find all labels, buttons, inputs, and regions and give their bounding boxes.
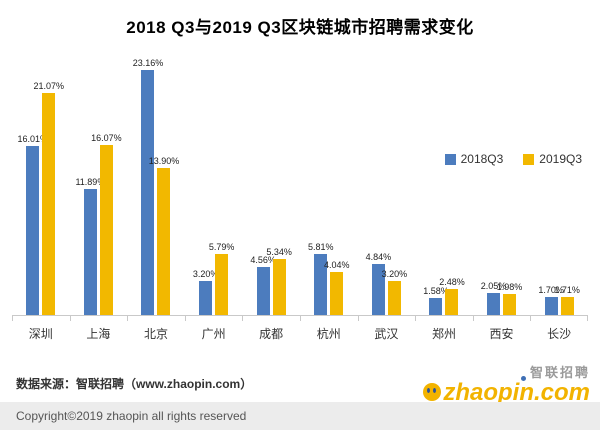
legend-label-2018q3: 2018Q3 (460, 152, 504, 166)
bar-group: 2.05% 1.98% (473, 50, 531, 315)
bar-value-label: 1.58% (423, 286, 449, 296)
bar-2018Q3: 16.01% (18, 134, 48, 315)
x-axis-label: 长沙 (547, 327, 572, 341)
bar-value-label: 3.20% (381, 269, 408, 279)
bar-2019Q3: 4.04% (324, 260, 350, 315)
bar-2019Q3: 5.34% (266, 247, 292, 315)
x-axis-label: 上海 (86, 327, 111, 341)
bar-2019Q3: 16.07% (91, 133, 122, 315)
zhaopin-ball-icon (423, 383, 442, 402)
bar-2019Q3: 2.48% (439, 277, 465, 315)
axis-tick (242, 315, 244, 321)
watermark-brand-cn: 智联招聘 (529, 365, 590, 381)
bar-group: 4.84% 3.20% (358, 50, 416, 315)
bar-group: 4.56% 5.34% (242, 50, 300, 315)
bar-groups: 16.01% 21.07% 11.89% 16.07% 23.16% 13.90% 3.20… (12, 50, 588, 315)
watermark-brand-en: zhaopin.com (423, 380, 590, 405)
copyright-bar: Copyright©2019 zhaopin all rights reserv… (0, 402, 600, 430)
legend-item-2018q3: 2018Q3 (444, 152, 504, 166)
legend-label-2019q3: 2019Q3 (539, 152, 582, 166)
axis-tick (472, 315, 474, 321)
x-axis-label: 北京 (143, 327, 168, 341)
bar-2019Q3: 5.79% (209, 242, 234, 315)
bar-2019Q3: 13.90% (149, 156, 179, 315)
bar-value-label: 5.34% (266, 247, 292, 257)
watermark-brand-en-text: zhaopin.com (443, 378, 590, 406)
bar-value-label: 2.05% (480, 281, 507, 291)
plot-area: 16.01% 21.07% 11.89% 16.07% 23.16% 13.90% 3.20… (12, 50, 588, 321)
bar-2018Q3: 1.58% (423, 286, 449, 315)
bar-value-label: 4.84% (365, 252, 392, 262)
watermark-dot-icon (521, 376, 526, 382)
bar-2018Q3: 23.16% (133, 58, 163, 315)
legend-item-2019q3: 2019Q3 (523, 152, 582, 166)
x-axis-label: 西安 (489, 327, 514, 341)
bar-2019Q3: 1.98% (497, 282, 522, 315)
bar-value-label: 13.90% (148, 156, 180, 166)
x-axis-label: 深圳 (28, 327, 53, 341)
legend-swatch-2018q3 (444, 153, 456, 165)
page-title: 2018 Q3与2019 Q3区块链城市招聘需求变化 (126, 18, 474, 37)
bar-value-label: 1.98% (496, 282, 523, 292)
x-axis-label: 杭州 (316, 327, 341, 341)
axis-tick (357, 315, 359, 321)
axis-tick (12, 315, 13, 321)
axis-tick (530, 315, 532, 321)
bar-group: 16.01% 21.07% (12, 50, 70, 315)
bar-value-label: 16.01% (17, 134, 49, 144)
bar-2018Q3: 11.89% (75, 177, 105, 315)
axis-tick (300, 315, 301, 321)
bar-2018Q3: 4.56% (250, 255, 276, 315)
bar-value-label: 5.79% (208, 242, 235, 252)
bar-2018Q3: 3.20% (193, 269, 218, 315)
legend: 2018Q3 2019Q3 (440, 150, 586, 168)
bar-chart: 16.01% 21.07% 11.89% 16.07% 23.16% 13.90% 3.20… (12, 50, 588, 342)
bar-2019Q3: 1.71% (554, 285, 580, 315)
data-source-note: 数据来源：智联招聘（www.zhaopin.com） (16, 377, 253, 391)
bar-value-label: 5.81% (308, 242, 334, 252)
x-axis-label: 广州 (201, 327, 226, 341)
bar-value-label: 4.56% (250, 255, 276, 265)
bar-value-label: 23.16% (132, 58, 164, 68)
bar-value-label: 21.07% (33, 81, 65, 91)
bar-value-label: 3.20% (192, 269, 219, 279)
x-axis-label: 武汉 (374, 327, 399, 341)
bar-value-label: 4.04% (324, 260, 350, 270)
bar-group: 1.70% 1.71% (530, 50, 588, 315)
bar-2019Q3: 3.20% (382, 269, 407, 315)
bar-2018Q3: 4.84% (366, 252, 391, 315)
axis-tick (127, 315, 129, 321)
axis-tick (415, 315, 417, 321)
bar-group: 23.16% 13.90% (127, 50, 185, 315)
bar-value-label: 16.07% (91, 133, 122, 143)
bar-2018Q3: 5.81% (308, 242, 334, 315)
bar-value-label: 1.70% (538, 285, 564, 295)
bar-group: 11.89% 16.07% (70, 50, 128, 315)
zhaopin-watermark: 智联招聘 zhaopin.com (423, 366, 590, 405)
bar-value-label: 2.48% (439, 277, 465, 287)
bar-group: 5.81% 4.04% (300, 50, 358, 315)
axis-tick (184, 315, 186, 321)
axis-tick (587, 315, 588, 321)
x-axis-labels: 深圳 上海 北京 广州 成都 杭州 武汉 郑州 西安 长沙 (12, 318, 588, 342)
bar-group: 3.20% 5.79% (185, 50, 243, 315)
bar-group: 1.58% 2.48% (415, 50, 473, 315)
bar-value-label: 11.89% (75, 177, 106, 187)
bar-2019Q3: 21.07% (34, 81, 64, 315)
bar-2018Q3: 2.05% (481, 281, 506, 315)
copyright-text: Copyright©2019 zhaopin all rights reserv… (16, 409, 247, 423)
legend-swatch-2019q3 (523, 153, 535, 165)
bar-value-label: 1.71% (554, 285, 580, 295)
x-axis-label: 郑州 (431, 327, 456, 341)
x-axis-label: 成都 (259, 327, 284, 341)
axis-tick (69, 315, 71, 321)
bar-2018Q3: 1.70% (538, 285, 564, 315)
